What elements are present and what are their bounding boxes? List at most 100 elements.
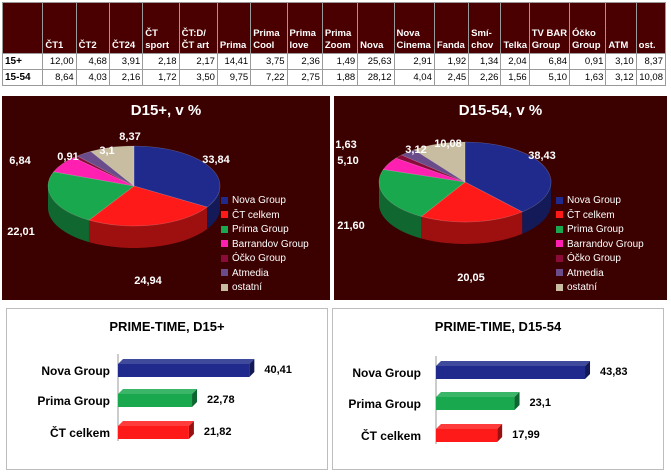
pie-value-label: 8,37 [119, 131, 140, 143]
table-cell: 10,08 [635, 69, 667, 86]
legend-item: Prima Group [556, 223, 644, 238]
pie-legend: Nova Group ČT celkem Prima Group Barrandov … [556, 194, 644, 296]
pie-slice [53, 157, 135, 187]
legend-item: Barrandov Group [556, 238, 644, 253]
bar-category-label: Nova Group [352, 366, 421, 380]
pie-panel-d1554: D15-54, v % 38,43 20,05 21,60 5,10 1,63 3,12 1… [334, 96, 667, 300]
table-header-cell: ČT24 [108, 2, 144, 54]
pie-slice [420, 181, 523, 223]
legend-label: Prima Group [232, 224, 289, 235]
legend-item: ostatní [556, 281, 644, 296]
bar-chart-d15plus: Nova Group 40,41 Prima Group 22,78 ČT celkem… [37, 354, 292, 441]
table-cell: 4,04 [393, 69, 435, 86]
table-cell: 4,03 [75, 69, 110, 86]
table-cell: 25,63 [357, 53, 395, 70]
table-cell: 3,50 [178, 69, 218, 86]
legend-swatch [556, 225, 563, 233]
pie-slice [382, 157, 466, 183]
pie-slice-side [48, 186, 89, 243]
pie-value-label: 5,10 [337, 155, 358, 167]
bar-panel-d15plus: PRIME-TIME, D15+ Nova Group 40,41 Prima Gr… [6, 308, 328, 470]
table-cell: 1,34 [468, 53, 502, 70]
pie-slice [400, 149, 466, 183]
table-cell: 6,84 [528, 53, 571, 70]
legend-label: Barrandov Group [232, 238, 309, 250]
pie-slice-side [379, 182, 422, 239]
table-cell: 2,04 [500, 53, 530, 70]
table-cell: 2,75 [286, 69, 323, 86]
pie-slice [133, 145, 221, 208]
pie-slice [76, 151, 135, 187]
bar-chart-d1554: Nova Group 43,83 Prima Group 23,1 ČT celkem 1… [348, 356, 628, 444]
table-header-cell: Nova [357, 2, 395, 54]
table-cell: 9,75 [216, 69, 252, 86]
legend-item: ČT celkem [221, 209, 309, 224]
table-cell: 4,68 [75, 53, 110, 70]
bar-title: PRIME-TIME, D15+ [109, 319, 225, 334]
pie-slice-side [88, 207, 208, 249]
table-header-cell: Nova Cinema [393, 2, 435, 54]
legend-swatch [556, 283, 563, 291]
legend-label: Óčko Group [567, 253, 621, 264]
table-header-cell: ČT2 [75, 2, 110, 54]
pie-slice-side [522, 182, 551, 234]
table-cell: 3,10 [605, 53, 637, 70]
table-row: 15-54 8,64 4,03 2,16 1,72 3,50 9,75 7,22 2,75 1,8… [1, 69, 667, 86]
bar-category-label: ČT celkem [50, 425, 110, 440]
pie-sides [379, 182, 551, 245]
table-header-cell: TV BAR Group [528, 2, 571, 54]
table-cell: 1,56 [500, 69, 530, 86]
legend-label: ostatní [567, 282, 598, 293]
table-header-cell: Prima [216, 2, 252, 54]
pie-value-label: 21,60 [337, 220, 365, 232]
pie-value-label: 22,01 [7, 226, 35, 238]
pie-title: D15+, v % [130, 102, 202, 119]
table-header-cell: Fanda [433, 2, 470, 54]
table-cell: 2,18 [142, 53, 180, 70]
bar [436, 424, 503, 442]
table-cell: 7,22 [250, 69, 288, 86]
legend-label: Barrandov Group [567, 238, 644, 250]
pie-value-label: 38,43 [528, 150, 556, 162]
bar-value-label: 17,99 [512, 429, 540, 441]
pie-slice-side [421, 211, 523, 245]
pie-chart-d1554: 38,43 20,05 21,60 5,10 1,63 3,12 10,08 [335, 138, 556, 284]
legend-label: Óčko Group [232, 253, 286, 264]
table-header-cell: ČT1 [42, 2, 77, 54]
bar-value-label: 43,83 [600, 366, 628, 378]
bar [118, 421, 194, 439]
legend-label: ČT celkem [567, 209, 615, 221]
table-header-cell: Prima Zoom [321, 2, 359, 54]
pie-slice [72, 155, 135, 187]
legend-swatch [221, 196, 228, 204]
table-header-row: ČT1 ČT2 ČT24 ČT sport ČT:D/ ČT art Prima Prima… [1, 2, 667, 54]
table-header-cell: ost. [635, 2, 667, 54]
legend-label: Atmedia [567, 267, 604, 279]
legend-label: Atmedia [232, 267, 269, 279]
legend-swatch [556, 211, 563, 219]
row-label: 15-54 [1, 69, 44, 86]
legend-label: Prima Group [567, 224, 624, 235]
bar-value-label: 40,41 [264, 364, 292, 376]
bar-category-label: Prima Group [37, 394, 110, 408]
pie-slice [88, 185, 208, 227]
pie-value-label: 0,91 [57, 151, 78, 163]
pie-title: D15-54, v % [458, 102, 543, 119]
pie-sides [48, 186, 220, 249]
bar [118, 359, 255, 377]
pie-value-label: 3,12 [405, 144, 426, 156]
legend-item: ostatní [221, 281, 309, 296]
table-cell: 2,36 [286, 53, 323, 70]
table-cell: 14,41 [216, 53, 252, 70]
table-body: 15+ 12,00 4,68 3,91 2,18 2,17 14,41 3,75 2,36 1,4… [1, 53, 667, 86]
legend-item: Óčko Group [221, 252, 309, 267]
legend-label: Nova Group [232, 195, 286, 206]
table-cell: 12,00 [42, 53, 77, 70]
pie-value-label: 10,08 [434, 138, 462, 150]
legend-item: Prima Group [221, 223, 309, 238]
bar [436, 361, 591, 379]
table-cell: 1,49 [321, 53, 359, 70]
table-header-cell: Telka [500, 2, 530, 54]
table-header-cell: Prima love [286, 2, 323, 54]
table-cell: 28,12 [357, 69, 395, 86]
